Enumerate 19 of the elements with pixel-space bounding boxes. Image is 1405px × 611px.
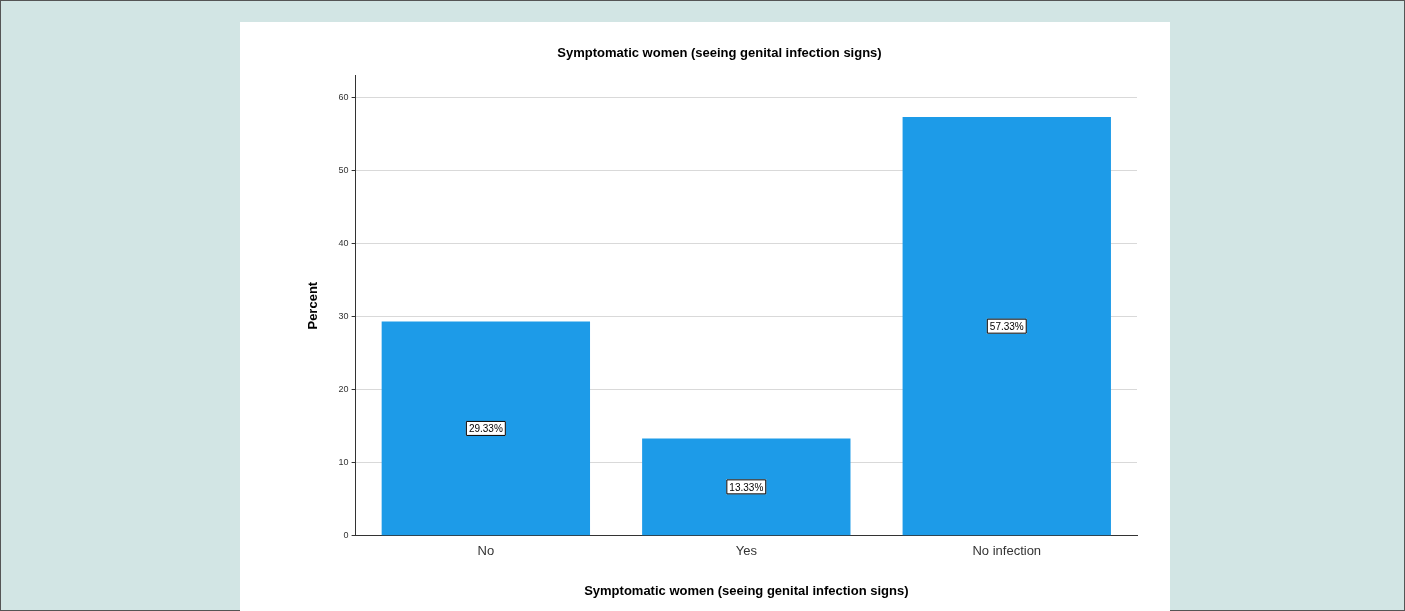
y-tick-label: 40 bbox=[338, 238, 349, 249]
bar bbox=[642, 438, 851, 536]
x-axis-title: Symptomatic women (seeing genital infection signs) bbox=[584, 582, 909, 598]
y-tick-label: 0 bbox=[343, 530, 349, 541]
y-tick-label: 50 bbox=[338, 165, 349, 176]
y-tick-label: 30 bbox=[338, 311, 349, 322]
data-label: 29.33% bbox=[468, 423, 503, 435]
bar bbox=[381, 321, 591, 536]
x-tick-label: No bbox=[477, 543, 495, 559]
data-label: 57.33% bbox=[989, 320, 1024, 332]
y-axis-title: Percent bbox=[305, 281, 321, 330]
x-tick-label: Yes bbox=[735, 543, 758, 559]
y-tick-label: 20 bbox=[338, 384, 349, 395]
y-tick-label: 10 bbox=[338, 457, 349, 468]
chart-title: Symptomatic women (seeing genital infection signs) bbox=[557, 45, 882, 61]
bar bbox=[902, 117, 1111, 536]
y-tick-label: 60 bbox=[338, 92, 349, 102]
data-label: 13.33% bbox=[729, 481, 764, 493]
x-tick-label: No infection bbox=[972, 543, 1042, 559]
